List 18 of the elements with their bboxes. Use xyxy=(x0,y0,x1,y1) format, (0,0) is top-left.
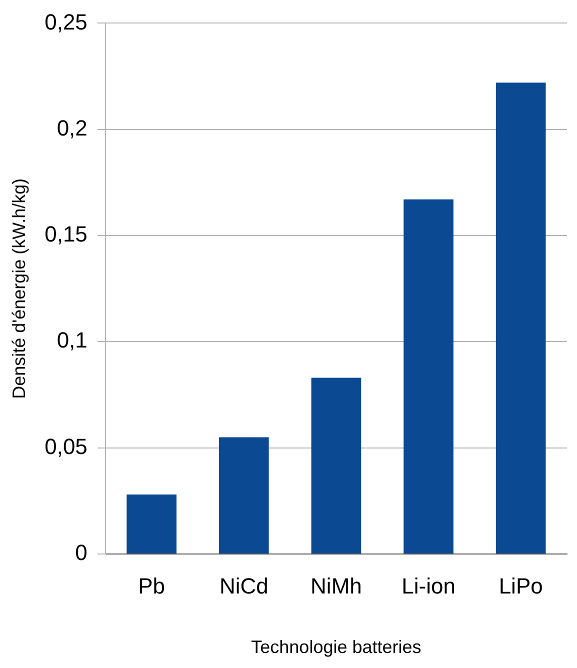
y-axis-title: Densité d'énergie (kW.h/kg) xyxy=(8,178,29,399)
bar xyxy=(496,82,546,554)
x-tick-label: Li-ion xyxy=(402,573,456,598)
bar xyxy=(218,437,269,554)
y-tick-label: 0,2 xyxy=(56,115,88,140)
y-tick-label: 0 xyxy=(75,540,88,566)
x-tick-label: LiPo xyxy=(498,573,543,598)
bar xyxy=(126,494,176,554)
bar xyxy=(404,199,454,554)
x-tick-label: NiMh xyxy=(310,573,362,598)
x-tick-label: NiCd xyxy=(219,573,268,598)
bar xyxy=(311,378,362,554)
x-axis-title: Technologie batteries xyxy=(251,637,422,658)
y-tick-label: 0,05 xyxy=(44,434,88,459)
y-tick-label: 0,1 xyxy=(56,328,88,353)
x-tick-label: Pb xyxy=(138,573,166,598)
y-tick-label: 0,25 xyxy=(44,9,88,34)
y-tick-label: 0,15 xyxy=(44,222,88,247)
